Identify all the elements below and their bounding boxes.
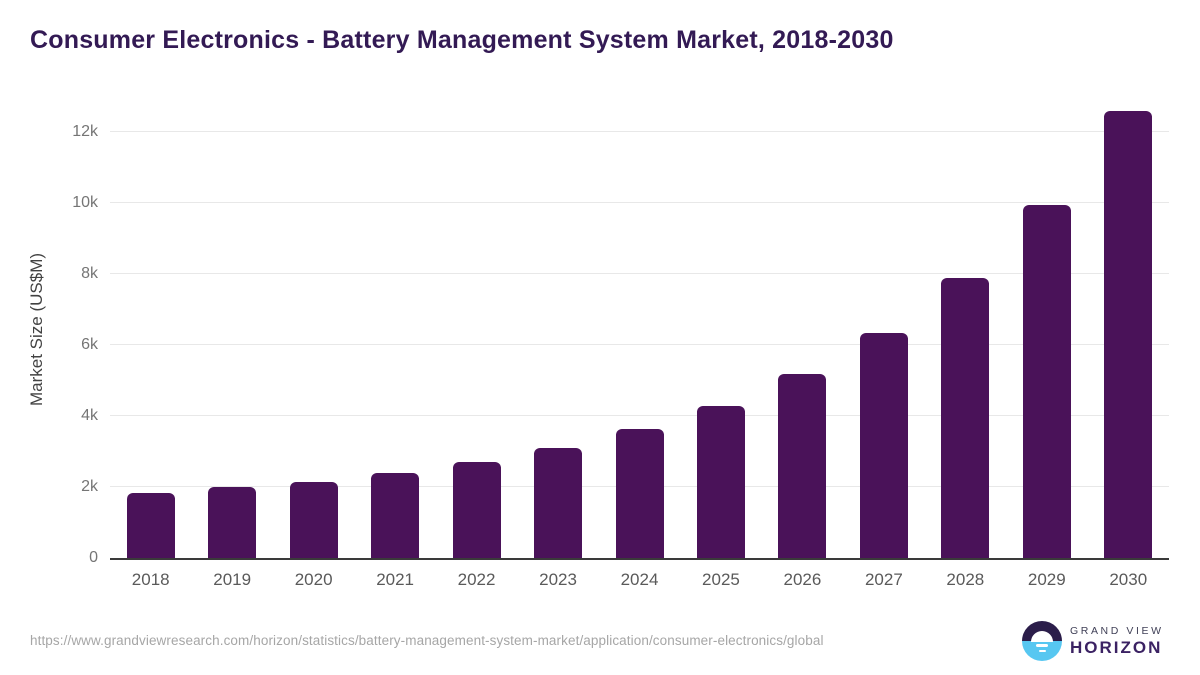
logo-grand-view-label: GRAND VIEW (1070, 625, 1164, 637)
gridline-10k (110, 202, 1169, 204)
x-tick-label-2025: 2025 (702, 570, 740, 589)
y-tick-label-2k: 2k (81, 477, 98, 495)
source-url: https://www.grandviewresearch.com/horizo… (30, 633, 824, 648)
gridline-6k (110, 344, 1169, 346)
bar-2021 (371, 472, 420, 558)
y-tick-label-0: 0 (89, 549, 98, 566)
bar-2019 (208, 487, 257, 558)
x-tick-label-2024: 2024 (620, 570, 659, 589)
x-tick-label-2019: 2019 (213, 570, 252, 589)
bar-2026 (778, 374, 827, 558)
y-axis-tick-labels: 0 2k 4k 6k 8k 10k 12k (0, 100, 98, 566)
x-tick-label-2023: 2023 (539, 570, 577, 589)
bar-2023 (534, 448, 583, 558)
x-axis-tick-labels: 2018 2019 2020 2021 2022 2023 2024 2025 2026 2027… (110, 570, 1169, 596)
logo-reflection-line-2 (1038, 649, 1046, 652)
bar-2024 (615, 429, 664, 558)
bar-2022 (452, 461, 501, 558)
x-tick-label-2028: 2028 (946, 570, 985, 589)
grand-view-horizon-logo: GRAND VIEW HORIZON (1022, 621, 1164, 661)
chart-title: Consumer Electronics - Battery Managemen… (30, 26, 894, 54)
x-tick-label-2030: 2030 (1109, 570, 1148, 589)
logo-reflection-line-1 (1036, 644, 1048, 647)
logo-sun-dome (1031, 630, 1053, 642)
x-tick-label-2026: 2026 (783, 570, 822, 589)
gridline-12k (110, 131, 1169, 133)
logo-horizon-label: HORIZON (1070, 638, 1163, 657)
bar-2028 (941, 277, 990, 558)
gridline-8k (110, 273, 1169, 275)
logo-text: GRAND VIEW HORIZON (1070, 625, 1164, 657)
x-tick-label-2029: 2029 (1027, 570, 1066, 589)
bar-2027 (859, 333, 908, 558)
x-tick-label-2021: 2021 (376, 570, 415, 589)
bar-2025 (696, 405, 745, 558)
plot-area (110, 100, 1169, 560)
y-tick-label-10k: 10k (72, 193, 98, 211)
y-tick-label-12k: 12k (72, 122, 98, 140)
y-tick-label-8k: 8k (81, 264, 98, 282)
bar-2020 (289, 481, 338, 558)
x-tick-label-2022: 2022 (457, 570, 496, 589)
bar-2030 (1104, 111, 1153, 558)
y-tick-label-4k: 4k (81, 406, 98, 424)
gridline-4k (110, 415, 1169, 417)
x-tick-label-2020: 2020 (294, 570, 333, 589)
horizon-logo-icon (1022, 621, 1062, 661)
bar-2018 (126, 493, 175, 558)
bar-2029 (1022, 204, 1071, 558)
y-tick-label-6k: 6k (81, 335, 98, 353)
x-tick-label-2027: 2027 (864, 570, 903, 589)
x-tick-label-2018: 2018 (131, 570, 170, 589)
